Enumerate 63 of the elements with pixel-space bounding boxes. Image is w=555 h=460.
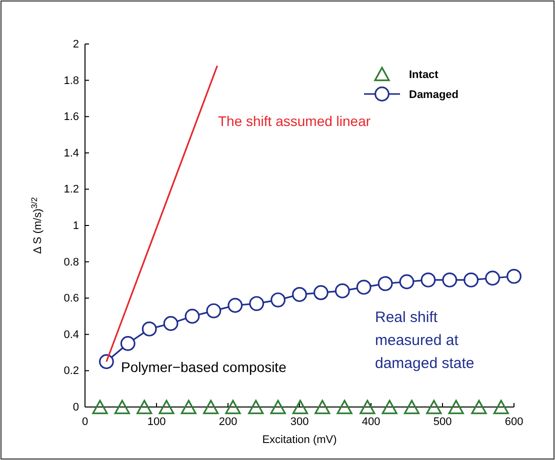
- point: [270, 400, 286, 414]
- point: [163, 316, 178, 331]
- y-tick-label: 0.6: [64, 292, 79, 305]
- point: [225, 400, 241, 414]
- point: [92, 400, 108, 414]
- x-tick-label: 400: [362, 416, 380, 428]
- point: [228, 298, 243, 313]
- x-axis-title: Excitation (mV): [262, 434, 337, 446]
- point: [180, 400, 196, 414]
- legend-label: Intact: [409, 69, 439, 81]
- x-tick-label: 500: [433, 416, 452, 428]
- point: [184, 308, 200, 324]
- point: [356, 280, 372, 295]
- point: [471, 400, 487, 414]
- annotation: The shift assumed linear: [218, 113, 371, 129]
- point: [314, 400, 330, 414]
- point: [420, 272, 436, 288]
- y-tick-label: 1.6: [64, 111, 79, 124]
- y-tick-label: 0.4: [64, 328, 79, 341]
- y-tick-label: 2: [72, 38, 79, 51]
- point: [336, 400, 352, 414]
- x-tick-label: 100: [147, 416, 166, 428]
- point: [382, 400, 398, 414]
- y-tick-label: 1.8: [64, 74, 79, 87]
- legend-label: Damaged: [409, 89, 459, 101]
- point: [493, 400, 509, 414]
- point: [292, 287, 307, 302]
- y-tick-label: 0.2: [64, 365, 79, 378]
- x-tick-label: 0: [82, 416, 88, 428]
- point: [114, 400, 130, 414]
- x-tick-label: 200: [218, 416, 238, 428]
- point: [292, 400, 308, 414]
- point: [399, 274, 414, 290]
- point: [249, 296, 264, 312]
- point: [158, 400, 174, 414]
- y-tick-label: 1.2: [64, 184, 79, 196]
- y-tick-label: 1: [72, 220, 79, 232]
- point: [334, 283, 350, 298]
- point: [270, 292, 286, 308]
- point: [464, 272, 479, 288]
- point: [442, 272, 458, 288]
- point: [203, 400, 219, 414]
- point: [120, 336, 136, 351]
- point: [98, 354, 114, 370]
- y-tick-label: 1.4: [64, 147, 79, 160]
- y-tick-label: 0: [72, 402, 79, 414]
- annotation: Polymer−based composite: [121, 359, 287, 375]
- point: [404, 400, 420, 414]
- point: [426, 400, 442, 414]
- x-tick-label: 600: [504, 416, 524, 428]
- point: [506, 268, 522, 284]
- point: [206, 303, 222, 318]
- point: [136, 400, 152, 414]
- point: [142, 321, 157, 336]
- annotation: Real shift measured at damaged state: [375, 309, 474, 372]
- x-tick-label: 300: [290, 416, 309, 428]
- point: [313, 285, 328, 300]
- point: [378, 276, 393, 292]
- y-tick-label: 0.8: [64, 256, 79, 268]
- point: [360, 400, 376, 414]
- point: [485, 270, 500, 286]
- point: [248, 400, 264, 414]
- point: [448, 400, 464, 414]
